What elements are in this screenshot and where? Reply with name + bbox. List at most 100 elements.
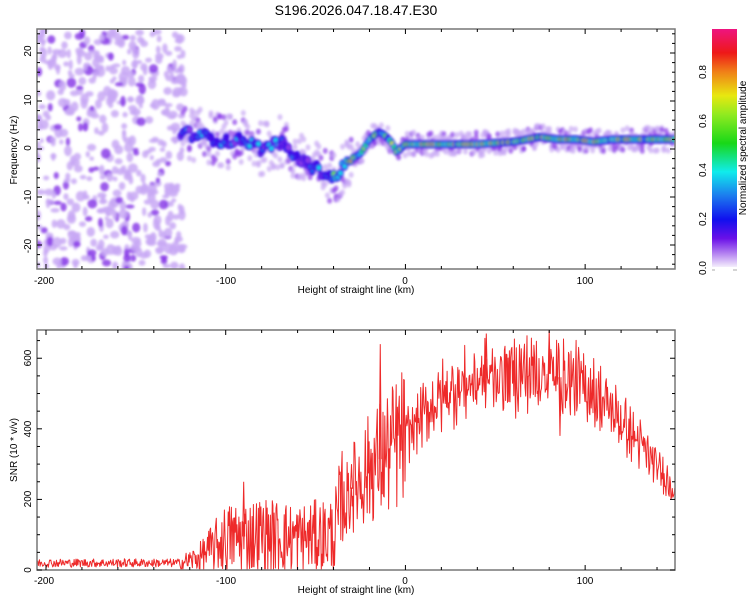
- spectrogram-noise-blob: [142, 150, 149, 158]
- snr-ytick-label: 200: [23, 490, 34, 507]
- spectrogram-halo-blob: [348, 136, 354, 143]
- spectrogram-noise-blob: [110, 199, 117, 204]
- spectrogram-halo-blob: [473, 129, 479, 136]
- snr-panel: -200 -100 0 100 Height of straight line …: [9, 329, 676, 596]
- spectrogram-noise-blob: [174, 45, 182, 52]
- figure-title: S196.2026.047.18.47.E30: [275, 2, 438, 18]
- spectrogram-noise-blob: [155, 158, 162, 165]
- spectrogram-noise-blob: [82, 190, 88, 199]
- spectrogram-noise-blob: [39, 46, 45, 52]
- spectrogram-halo-blob: [247, 155, 253, 162]
- spectrogram-halo-blob: [307, 174, 313, 181]
- spectrogram-noise-blob: [129, 110, 138, 116]
- spectrogram-noise-blob: [142, 207, 147, 217]
- spectrogram-noise-blob: [59, 256, 70, 266]
- spectrogram-ytick-label: 10: [23, 94, 34, 106]
- spectrogram-noise-blob: [136, 117, 146, 126]
- snr-ytick-label: 0: [23, 567, 34, 573]
- spectrogram-halo-blob: [322, 163, 328, 170]
- spectrogram-ridge: [177, 105, 675, 204]
- spectrogram-halo-blob: [264, 121, 270, 128]
- spectrogram-noise-blob: [147, 212, 153, 218]
- spectrogram-halo-blob: [559, 142, 565, 149]
- spectrogram-noise-blob: [57, 97, 68, 108]
- spectrogram-halo-blob: [260, 170, 266, 177]
- spectrogram-noise-blob: [68, 59, 73, 70]
- spectrogram-noise-blob: [40, 227, 48, 234]
- spectrogram-heatmap: [37, 29, 675, 269]
- spectrogram-noise-blob: [123, 265, 130, 269]
- spectrogram-noise-blob: [59, 246, 68, 251]
- spectrogram-noise-blob: [154, 180, 162, 187]
- spectrogram-noise-blob: [172, 59, 177, 71]
- spectrogram-noise-blob: [149, 102, 157, 109]
- spectrogram-noise-blob: [107, 88, 117, 100]
- spectrogram-noise-blob: [143, 222, 148, 233]
- spectrogram-noise-blob: [114, 82, 124, 87]
- spectrogram-noise-blob: [84, 52, 93, 61]
- spectrogram-noise-blob: [40, 39, 47, 44]
- spectrogram-noise-blob: [112, 63, 121, 68]
- spectrogram-halo-blob: [611, 142, 617, 149]
- spectrogram-noise-blob: [158, 199, 169, 210]
- spectrogram-noise-blob: [65, 172, 71, 181]
- spectrogram-noise-blob: [37, 210, 42, 221]
- spectrogram-noise-blob: [137, 94, 144, 103]
- spectrogram-halo-blob: [214, 131, 220, 138]
- spectrogram-halo-blob: [255, 128, 261, 135]
- spectrogram-halo-blob: [262, 156, 268, 163]
- spectrogram-noise-blob: [165, 50, 173, 56]
- snr-xtick-label: -200: [34, 576, 54, 587]
- spectrogram-noise-blob: [127, 163, 138, 173]
- spectrogram-noise-blob: [78, 221, 87, 227]
- spectrogram-noise-blob: [85, 91, 94, 97]
- spectrogram-noise-blob: [161, 140, 167, 148]
- spectrogram-noise-blob: [47, 103, 53, 112]
- spectrogram-noise-blob: [109, 230, 120, 239]
- spectrogram-noise-blob: [155, 247, 164, 255]
- spectrogram-halo-blob: [473, 134, 479, 141]
- spectrogram-noise-blob: [82, 206, 88, 217]
- spectrogram-noise-blob: [177, 203, 183, 211]
- spectrogram-ylabel: Frequency (Hz): [9, 116, 20, 185]
- spectrogram-xtick-label: 0: [402, 276, 408, 287]
- spectrogram-halo-blob: [238, 158, 244, 165]
- spectrogram-noise-blob: [123, 137, 133, 144]
- spectrogram-noise-blob: [149, 31, 156, 38]
- spectrogram-noise-blob: [122, 59, 127, 66]
- spectrogram-noise-blob: [109, 67, 118, 75]
- spectrogram-noise-blob: [37, 261, 41, 268]
- spectrogram-noise-blob: [175, 184, 180, 193]
- spectrogram-noise-blob: [37, 189, 46, 195]
- spectrogram-noise-blob: [83, 62, 88, 72]
- snr-frame: [36, 329, 676, 571]
- spectrogram-noise-blob: [43, 175, 50, 181]
- spectrogram-noise-blob: [157, 238, 167, 248]
- spectrogram-noise-blob: [162, 43, 168, 54]
- spectrogram-halo-blob: [296, 138, 302, 145]
- spectrogram-noise-blob: [175, 231, 182, 239]
- spectrogram-noise-blob: [87, 143, 97, 152]
- spectrogram-noise-blob: [145, 57, 152, 63]
- spectrogram-noise-blob: [163, 227, 173, 238]
- spectrogram-noise-blob: [145, 238, 154, 246]
- spectrogram-noise-blob: [66, 198, 75, 206]
- spectrogram-halo-blob: [277, 156, 283, 163]
- spectrogram-halo-blob: [588, 127, 594, 134]
- spectrogram-noise-blob: [97, 130, 105, 136]
- spectrogram-noise-blob: [160, 109, 170, 116]
- spectrogram-halo-blob: [327, 197, 333, 204]
- spectrogram-noise-blob: [145, 116, 154, 124]
- spectrogram-noise-blob: [79, 174, 87, 180]
- spectrogram-halo-blob: [182, 105, 188, 112]
- spectrogram-noise-blob: [60, 202, 67, 212]
- spectrogram-halo-blob: [404, 130, 410, 137]
- spectrogram-noise-blob: [112, 209, 117, 220]
- spectrogram-ridge-blob: [187, 127, 192, 132]
- spectrogram-noise-blob: [75, 190, 86, 202]
- spectrogram-halo-blob: [290, 168, 296, 175]
- spectrogram-noise-blob: [165, 150, 173, 160]
- spectrogram-noise-blob: [122, 34, 130, 40]
- spectrogram-noise-blob: [37, 153, 41, 163]
- spectrogram-noise-blob: [39, 119, 49, 130]
